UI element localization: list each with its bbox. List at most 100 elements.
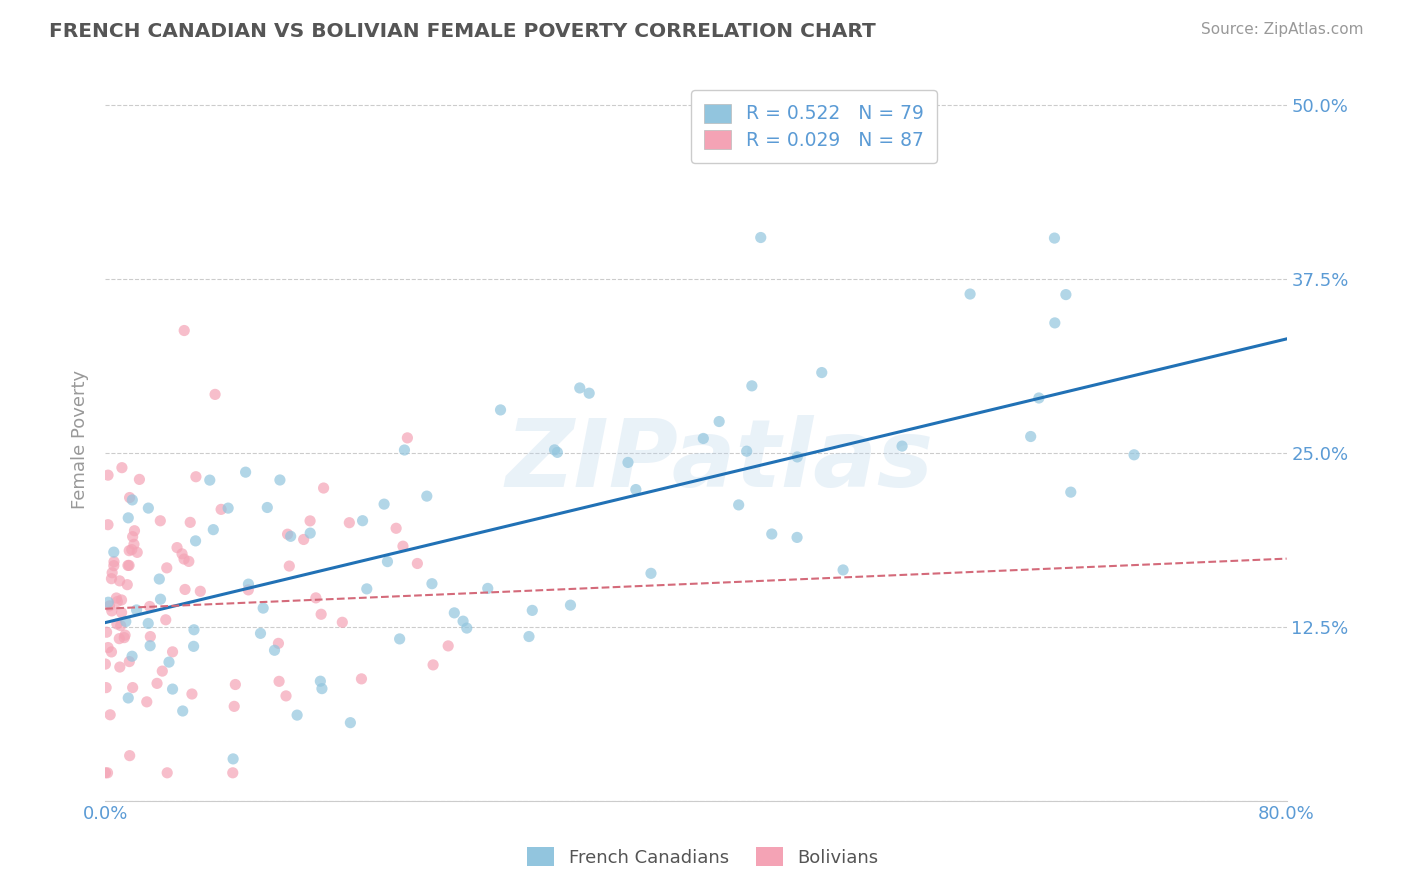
Point — [97, 468, 120, 483]
Point — [162, 645, 184, 659]
Point — [117, 558, 139, 573]
Point — [118, 748, 141, 763]
Point — [96, 765, 118, 780]
Point — [517, 630, 540, 644]
Point — [420, 576, 443, 591]
Point — [269, 473, 291, 487]
Point — [309, 607, 332, 622]
Point — [209, 502, 232, 516]
Point — [285, 708, 308, 723]
Point — [184, 469, 207, 483]
Point — [149, 514, 172, 528]
Point — [170, 547, 193, 561]
Point — [256, 500, 278, 515]
Point — [267, 636, 290, 650]
Text: FRENCH CANADIAN VS BOLIVIAN FEMALE POVERTY CORRELATION CHART: FRENCH CANADIAN VS BOLIVIAN FEMALE POVER… — [49, 22, 876, 41]
Point — [166, 541, 188, 555]
Point — [443, 606, 465, 620]
Point — [274, 689, 297, 703]
Point — [183, 640, 205, 654]
Point — [578, 386, 600, 401]
Point — [179, 516, 201, 530]
Point — [761, 527, 783, 541]
Point — [96, 625, 118, 640]
Point — [339, 715, 361, 730]
Point — [117, 577, 139, 591]
Point — [810, 366, 832, 380]
Point — [330, 615, 353, 630]
Point — [121, 492, 143, 507]
Point — [1028, 391, 1050, 405]
Point — [118, 655, 141, 669]
Point — [267, 674, 290, 689]
Point — [477, 582, 499, 596]
Point — [103, 555, 125, 569]
Point — [222, 752, 245, 766]
Point — [118, 558, 141, 573]
Point — [280, 529, 302, 543]
Text: ZIPatlas: ZIPatlas — [506, 415, 934, 507]
Point — [138, 501, 160, 516]
Point — [173, 552, 195, 566]
Point — [128, 472, 150, 486]
Point — [150, 664, 173, 678]
Point — [416, 489, 439, 503]
Point — [617, 455, 640, 469]
Point — [98, 599, 121, 613]
Point — [100, 645, 122, 659]
Point — [489, 403, 512, 417]
Point — [1043, 231, 1066, 245]
Point — [118, 543, 141, 558]
Point — [707, 415, 730, 429]
Point — [373, 497, 395, 511]
Point — [1043, 316, 1066, 330]
Point — [108, 660, 131, 674]
Point — [263, 643, 285, 657]
Point — [222, 765, 245, 780]
Point — [94, 765, 117, 780]
Point — [156, 765, 179, 780]
Point — [451, 614, 474, 628]
Y-axis label: Female Poverty: Female Poverty — [72, 369, 89, 508]
Point — [252, 601, 274, 615]
Point — [156, 561, 179, 575]
Point — [110, 618, 132, 632]
Point — [692, 432, 714, 446]
Point — [124, 524, 146, 538]
Point — [543, 442, 565, 457]
Point — [110, 593, 132, 607]
Point — [735, 444, 758, 458]
Point — [640, 566, 662, 581]
Point — [522, 603, 544, 617]
Point — [238, 582, 260, 597]
Point — [422, 657, 444, 672]
Point — [177, 554, 200, 568]
Point — [101, 566, 124, 580]
Point — [1054, 287, 1077, 301]
Point — [749, 230, 772, 244]
Point — [183, 623, 205, 637]
Point — [139, 639, 162, 653]
Point — [394, 442, 416, 457]
Point — [100, 604, 122, 618]
Point — [1019, 429, 1042, 443]
Point — [181, 687, 204, 701]
Point — [155, 613, 177, 627]
Point — [162, 682, 184, 697]
Text: Source: ZipAtlas.com: Source: ZipAtlas.com — [1201, 22, 1364, 37]
Point — [97, 517, 120, 532]
Point — [217, 501, 239, 516]
Point — [117, 511, 139, 525]
Legend: R = 0.522   N = 79, R = 0.029   N = 87: R = 0.522 N = 79, R = 0.029 N = 87 — [692, 90, 936, 163]
Point — [103, 545, 125, 559]
Point — [173, 324, 195, 338]
Point — [277, 527, 299, 541]
Point — [117, 690, 139, 705]
Point — [235, 465, 257, 479]
Point — [136, 616, 159, 631]
Point — [377, 555, 399, 569]
Point — [406, 557, 429, 571]
Legend: French Canadians, Bolivians: French Canadians, Bolivians — [520, 840, 886, 874]
Point — [546, 445, 568, 459]
Point — [188, 584, 211, 599]
